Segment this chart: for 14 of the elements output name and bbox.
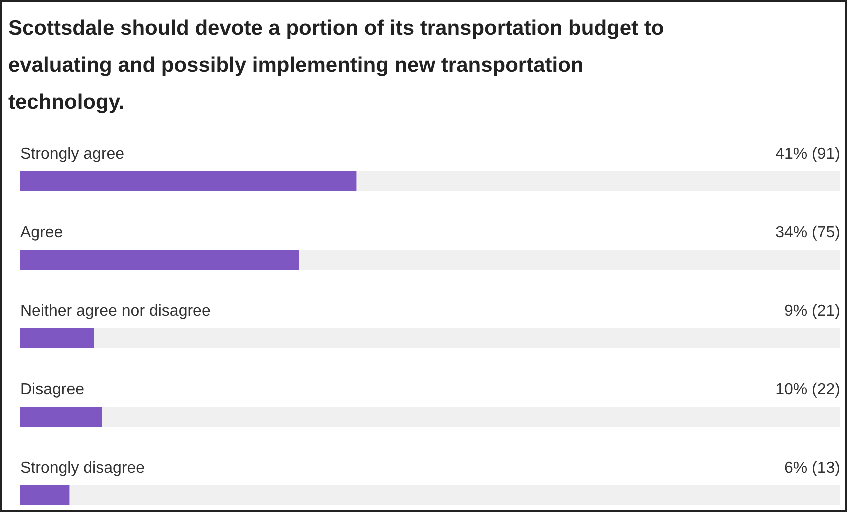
data-label: 6% (13) <box>784 460 841 477</box>
y-tick-label: Agree <box>20 224 64 242</box>
y-tick-label: Neither agree nor disagree <box>20 303 211 320</box>
bar <box>20 328 94 348</box>
data-label: 9% (21) <box>784 303 841 320</box>
data-label: 34% (75) <box>776 224 840 242</box>
data-label: 10% (22) <box>776 382 840 398</box>
y-tick-label: Disagree <box>20 382 85 398</box>
data-label: 41% (91) <box>776 146 840 163</box>
bar <box>20 486 70 506</box>
y-tick-label: Strongly agree <box>20 146 125 163</box>
bar <box>20 407 102 427</box>
chart-title: Scottsdale should devote a portion of its transportation budget to evaluating and possibly implementing new transportation technology. <box>8 17 664 114</box>
y-tick-label: Strongly disagree <box>20 460 146 477</box>
